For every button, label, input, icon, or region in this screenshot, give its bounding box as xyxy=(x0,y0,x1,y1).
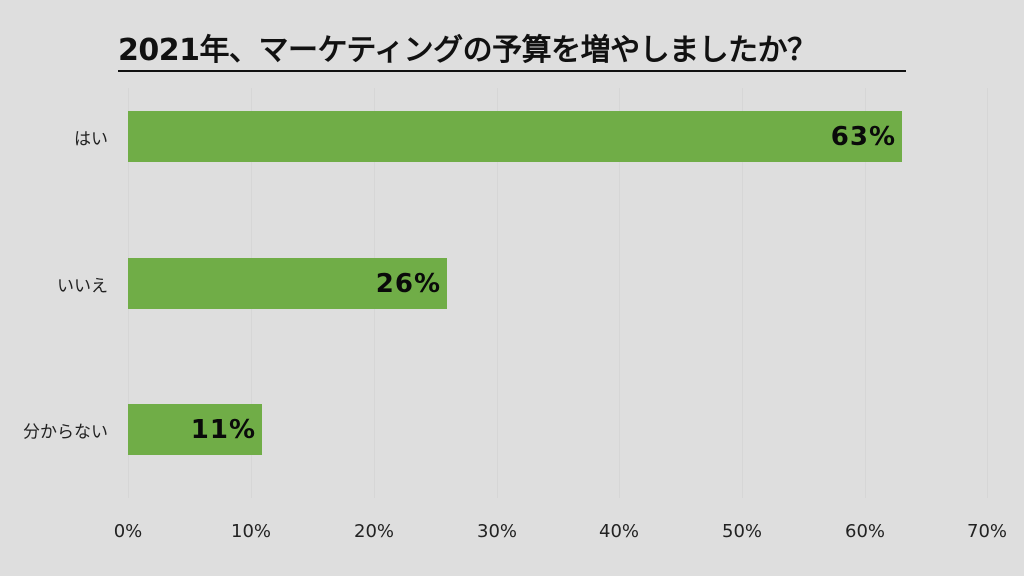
x-tick-30: 30% xyxy=(476,521,518,542)
bar-value-label: 11% xyxy=(190,414,256,445)
category-label-yes: はい xyxy=(74,129,108,150)
bar-yes: 63% xyxy=(128,111,902,162)
x-tick-40: 40% xyxy=(598,521,640,542)
x-tick-0: 0% xyxy=(113,521,143,542)
category-label-dont-know: 分からない xyxy=(23,422,108,443)
bar-value-label: 26% xyxy=(375,268,441,299)
gridline-70 xyxy=(987,88,988,498)
x-tick-60: 60% xyxy=(844,521,886,542)
x-tick-70: 70% xyxy=(966,521,1008,542)
gridline-40 xyxy=(619,88,620,498)
category-label-no: いいえ xyxy=(57,276,108,297)
x-tick-10: 10% xyxy=(230,521,272,542)
bar-no: 26% xyxy=(128,258,447,309)
plot-area: 63% 26% 11% xyxy=(128,88,988,498)
bar-dont-know: 11% xyxy=(128,404,262,455)
gridline-60 xyxy=(865,88,866,498)
gridline-30 xyxy=(497,88,498,498)
x-tick-20: 20% xyxy=(353,521,395,542)
chart-title: 2021年、マーケティングの予算を増やしましたか？ xyxy=(118,33,817,68)
title-underline xyxy=(118,70,906,72)
x-tick-50: 50% xyxy=(721,521,763,542)
bar-value-label: 63% xyxy=(830,121,896,152)
gridline-50 xyxy=(742,88,743,498)
